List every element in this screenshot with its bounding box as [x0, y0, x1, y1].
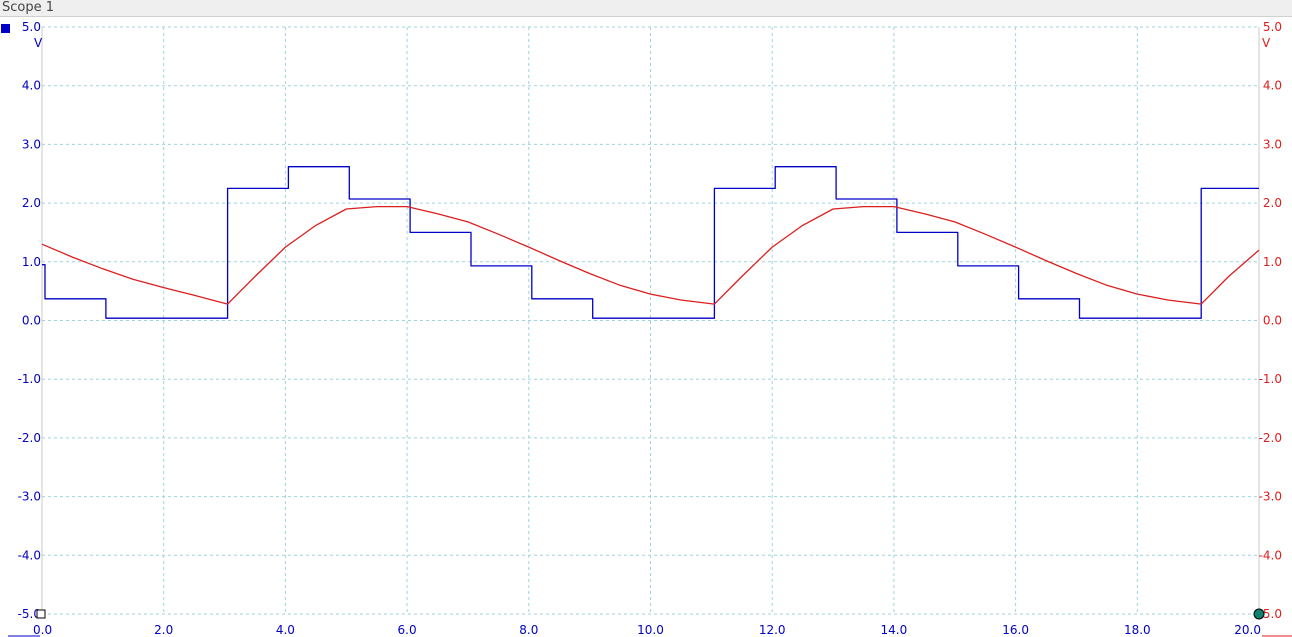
y-tick-label-left: 5.0: [22, 20, 41, 34]
y-tick-label-right: 1.0: [1263, 255, 1282, 269]
y-tick-label-right: -1.0: [1259, 372, 1282, 386]
left-unit-label: V: [34, 36, 43, 50]
x-tick-label: 6.0: [398, 623, 417, 637]
x-tick-label: 4.0: [276, 623, 295, 637]
x-tick-label: 10.0: [637, 623, 664, 637]
y-tick-label-right: -2.0: [1259, 431, 1282, 445]
x-tick-label: 20.0: [1234, 623, 1261, 637]
x-tick-label: 16.0: [1002, 623, 1029, 637]
x-tick-label: 0.0: [33, 623, 52, 637]
channel-a-marker-icon: [1, 24, 10, 33]
x-tick-label: 8.0: [519, 623, 538, 637]
x-tick-label: 12.0: [759, 623, 786, 637]
y-tick-label-left: 2.0: [22, 196, 41, 210]
y-tick-label-right: -4.0: [1259, 548, 1282, 562]
y-tick-label-left: 4.0: [22, 79, 41, 93]
x-tick-label: 2.0: [154, 623, 173, 637]
cursor-handle-icon: [1253, 608, 1265, 620]
window-titlebar: Scope 1: [0, 0, 1292, 17]
window-title: Scope 1: [2, 0, 55, 15]
y-tick-label-left: -2.0: [18, 431, 41, 445]
y-tick-label-right: 3.0: [1263, 137, 1282, 151]
axis-ticks: 0.0 2.0 4.0 6.0 8.0 10.0 12.0 14.0 16.0 18.0 20.0 5…: [18, 20, 1282, 637]
markers: [1, 24, 1265, 620]
y-tick-label-left: -5.0: [18, 607, 41, 621]
trace-channel-a: [42, 166, 1259, 319]
x-tick-label: 18.0: [1124, 623, 1151, 637]
y-tick-label-left: -3.0: [18, 490, 41, 504]
y-tick-label-right: -5.0: [1259, 607, 1282, 621]
y-tick-label-right: 4.0: [1263, 79, 1282, 93]
traces: [41, 166, 1260, 319]
y-tick-label-left: 0.0: [22, 314, 41, 328]
y-tick-label-left: -4.0: [18, 548, 41, 562]
grid: [8, 26, 1292, 637]
y-tick-label-right: 0.0: [1263, 314, 1282, 328]
trace-channel-b: [41, 205, 1260, 305]
y-tick-label-right: -3.0: [1259, 490, 1282, 504]
y-tick-label-right: 2.0: [1263, 196, 1282, 210]
right-unit-label: V: [1262, 36, 1271, 50]
y-tick-label-right: 5.0: [1263, 20, 1282, 34]
y-tick-label-left: 3.0: [22, 137, 41, 151]
oscilloscope-chart[interactable]: 0.0 2.0 4.0 6.0 8.0 10.0 12.0 14.0 16.0 18.0 20.0 5…: [0, 17, 1292, 637]
x-tick-label: 14.0: [881, 623, 908, 637]
y-tick-label-left: -1.0: [18, 372, 41, 386]
y-tick-label-left: 1.0: [22, 255, 41, 269]
trigger-marker-icon: [36, 609, 46, 619]
